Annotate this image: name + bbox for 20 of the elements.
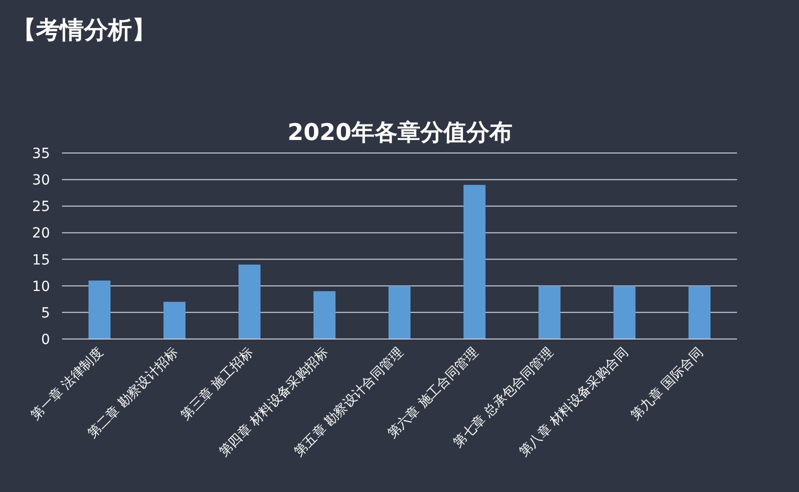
bar (388, 286, 410, 339)
bar (688, 286, 710, 339)
y-tick-label: 30 (32, 172, 50, 189)
y-tick-label: 15 (32, 252, 50, 268)
bar (538, 286, 560, 339)
bar (164, 302, 186, 339)
x-tick-label: 第九章 国际合同 (628, 345, 706, 424)
y-tick-label: 0 (41, 332, 50, 348)
y-tick-label: 35 (32, 146, 50, 162)
y-tick-label: 25 (32, 199, 50, 216)
chart-title: 2020年各章分值分布 (287, 119, 513, 146)
bar (238, 264, 260, 339)
bar (88, 280, 110, 339)
y-tick-label: 10 (32, 278, 50, 295)
y-tick-label: 20 (32, 226, 50, 242)
bar (614, 286, 636, 339)
y-tick-label: 5 (41, 305, 50, 322)
bar (314, 291, 336, 339)
bar (464, 184, 486, 339)
text: 【考情分析】 (12, 16, 156, 44)
